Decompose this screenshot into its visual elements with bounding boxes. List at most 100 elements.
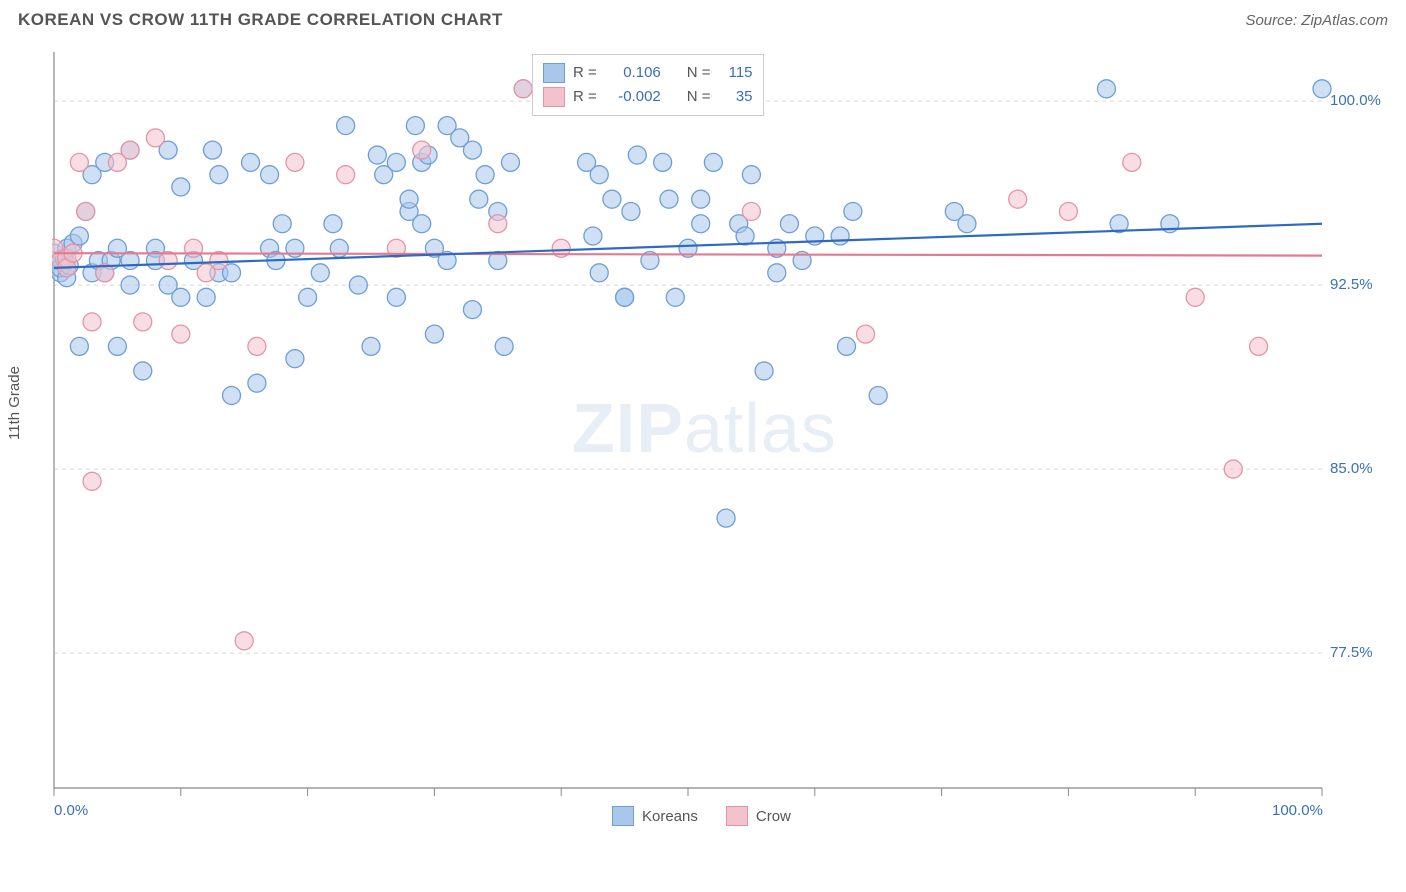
data-point [838, 337, 856, 355]
data-point [172, 288, 190, 306]
data-point [413, 141, 431, 159]
trend-line [54, 224, 1322, 268]
data-point [692, 190, 710, 208]
data-point [121, 276, 139, 294]
data-point [134, 313, 152, 331]
data-point [463, 301, 481, 319]
data-point [184, 239, 202, 257]
data-point [654, 153, 672, 171]
data-point [324, 215, 342, 233]
stats-legend-row: R = 0.106 N = 115 [543, 61, 753, 85]
data-point [1097, 80, 1115, 98]
data-point [622, 202, 640, 220]
data-point [1313, 80, 1331, 98]
data-point [172, 325, 190, 343]
data-point [311, 264, 329, 282]
data-point [121, 141, 139, 159]
y-tick-label: 85.0% [1330, 460, 1373, 477]
data-point [70, 227, 88, 245]
data-point [362, 337, 380, 355]
data-point [476, 166, 494, 184]
legend-label: Koreans [642, 808, 698, 825]
data-point [495, 337, 513, 355]
data-point [400, 190, 418, 208]
data-point [223, 386, 241, 404]
data-point [70, 153, 88, 171]
data-point [248, 337, 266, 355]
data-point [704, 153, 722, 171]
n-label: N = [687, 85, 711, 109]
data-point [514, 80, 532, 98]
plot-area: ZIPatlas R = 0.106 N = 115 R = -0.002 N … [52, 48, 1382, 828]
legend-label: Crow [756, 808, 791, 825]
data-point [755, 362, 773, 380]
data-point [463, 141, 481, 159]
data-point [83, 313, 101, 331]
data-point [768, 264, 786, 282]
data-point [204, 141, 222, 159]
data-point [273, 215, 291, 233]
legend-item: Koreans [612, 806, 698, 826]
data-point [337, 117, 355, 135]
series-legend: Koreans Crow [612, 806, 791, 826]
y-axis-label: 11th Grade [6, 366, 23, 440]
legend-swatch [612, 806, 634, 826]
data-point [235, 632, 253, 650]
y-tick-label: 100.0% [1330, 92, 1381, 109]
data-point [470, 190, 488, 208]
data-point [590, 166, 608, 184]
data-point [286, 350, 304, 368]
stats-legend: R = 0.106 N = 115 R = -0.002 N = 35 [532, 54, 764, 116]
r-value: 0.106 [605, 61, 661, 85]
data-point [717, 509, 735, 527]
r-label: R = [573, 85, 597, 109]
scatter-svg [52, 48, 1382, 828]
data-point [387, 288, 405, 306]
data-point [134, 362, 152, 380]
data-point [692, 215, 710, 233]
data-point [286, 153, 304, 171]
data-point [349, 276, 367, 294]
data-point [869, 386, 887, 404]
data-point [210, 166, 228, 184]
n-value: 35 [719, 85, 753, 109]
data-point [337, 166, 355, 184]
data-point [248, 374, 266, 392]
data-point [742, 166, 760, 184]
data-point [299, 288, 317, 306]
data-point [387, 153, 405, 171]
legend-swatch [543, 63, 565, 83]
data-point [742, 202, 760, 220]
data-point [242, 153, 260, 171]
data-point [172, 178, 190, 196]
stats-legend-row: R = -0.002 N = 35 [543, 85, 753, 109]
y-tick-label: 92.5% [1330, 276, 1373, 293]
source-label: Source: ZipAtlas.com [1245, 12, 1388, 29]
data-point [406, 117, 424, 135]
data-point [584, 227, 602, 245]
data-point [857, 325, 875, 343]
data-point [413, 215, 431, 233]
data-point [1009, 190, 1027, 208]
x-tick-label: 100.0% [1272, 802, 1323, 819]
data-point [77, 202, 95, 220]
legend-swatch [726, 806, 748, 826]
data-point [958, 215, 976, 233]
data-point [1059, 202, 1077, 220]
data-point [83, 472, 101, 490]
data-point [1123, 153, 1141, 171]
data-point [261, 166, 279, 184]
data-point [628, 146, 646, 164]
data-point [108, 337, 126, 355]
data-point [616, 288, 634, 306]
data-point [1250, 337, 1268, 355]
chart-title: KOREAN VS CROW 11TH GRADE CORRELATION CH… [18, 10, 503, 29]
legend-swatch [543, 87, 565, 107]
data-point [736, 227, 754, 245]
data-point [1224, 460, 1242, 478]
data-point [660, 190, 678, 208]
r-value: -0.002 [605, 85, 661, 109]
data-point [780, 215, 798, 233]
data-point [1186, 288, 1204, 306]
data-point [197, 288, 215, 306]
